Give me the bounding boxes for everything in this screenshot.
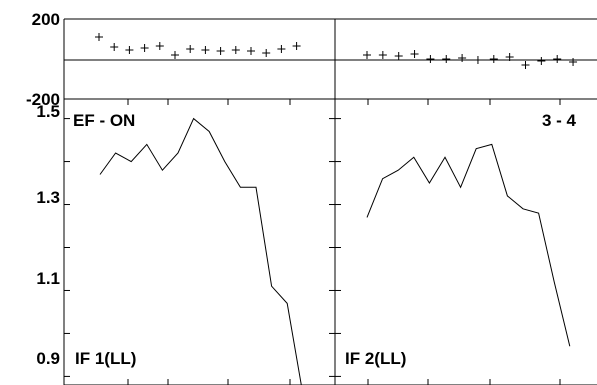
plus-marker bbox=[378, 51, 387, 59]
plus-marker bbox=[95, 33, 103, 41]
plus-marker bbox=[231, 46, 240, 54]
plus-marker bbox=[521, 61, 530, 69]
panel-frames bbox=[63, 18, 597, 385]
plus-marker bbox=[394, 52, 403, 60]
plus-marker bbox=[171, 51, 179, 59]
plus-marker bbox=[569, 58, 578, 66]
plus-marker bbox=[458, 54, 467, 62]
tick-label-top-minus-200: -200 bbox=[26, 90, 60, 109]
plus-marker bbox=[442, 55, 451, 63]
plus-marker bbox=[363, 51, 371, 59]
plus-marker bbox=[426, 55, 435, 63]
tick-label-bottom-1-3: 1.3 bbox=[36, 188, 60, 207]
plus-marker bbox=[201, 46, 210, 54]
annotation-ef-on: EF - ON bbox=[73, 111, 135, 130]
plus-marker bbox=[473, 56, 482, 64]
panel-annotations: EF - ON 3 - 4 IF 1(LL) IF 2(LL) bbox=[73, 111, 577, 368]
annotation-if2-ll: IF 2(LL) bbox=[345, 349, 406, 368]
plus-marker bbox=[277, 45, 286, 53]
plus-marker bbox=[186, 45, 195, 53]
tick-label-top-200: 200 bbox=[32, 10, 60, 29]
plus-marker bbox=[247, 47, 255, 55]
plus-marker bbox=[155, 42, 164, 50]
plus-marker bbox=[410, 50, 419, 58]
annotation-if1-ll: IF 1(LL) bbox=[75, 349, 136, 368]
scatter-markers bbox=[95, 33, 578, 69]
plus-marker bbox=[505, 53, 514, 61]
plus-marker bbox=[216, 47, 225, 55]
line-series-bottom-left bbox=[99, 117, 302, 385]
annotation-3-4: 3 - 4 bbox=[542, 111, 577, 130]
plus-marker bbox=[537, 57, 546, 65]
plus-marker bbox=[553, 55, 562, 63]
plus-marker bbox=[262, 49, 271, 57]
axis-ticks bbox=[64, 18, 561, 385]
y-tick-labels: 200 -200 1.5 1.3 1.1 0.9 bbox=[26, 10, 60, 368]
plus-marker bbox=[489, 55, 498, 63]
tick-label-bottom-0-9: 0.9 bbox=[36, 349, 60, 368]
plus-marker bbox=[140, 44, 149, 52]
plus-marker bbox=[110, 43, 119, 51]
line-series-bottom-right bbox=[366, 143, 571, 347]
tick-label-bottom-1-1: 1.1 bbox=[36, 269, 60, 288]
plus-marker bbox=[292, 42, 301, 50]
line-series bbox=[99, 117, 571, 385]
tick-label-bottom-1-5: 1.5 bbox=[36, 102, 60, 121]
plus-marker bbox=[125, 46, 134, 54]
